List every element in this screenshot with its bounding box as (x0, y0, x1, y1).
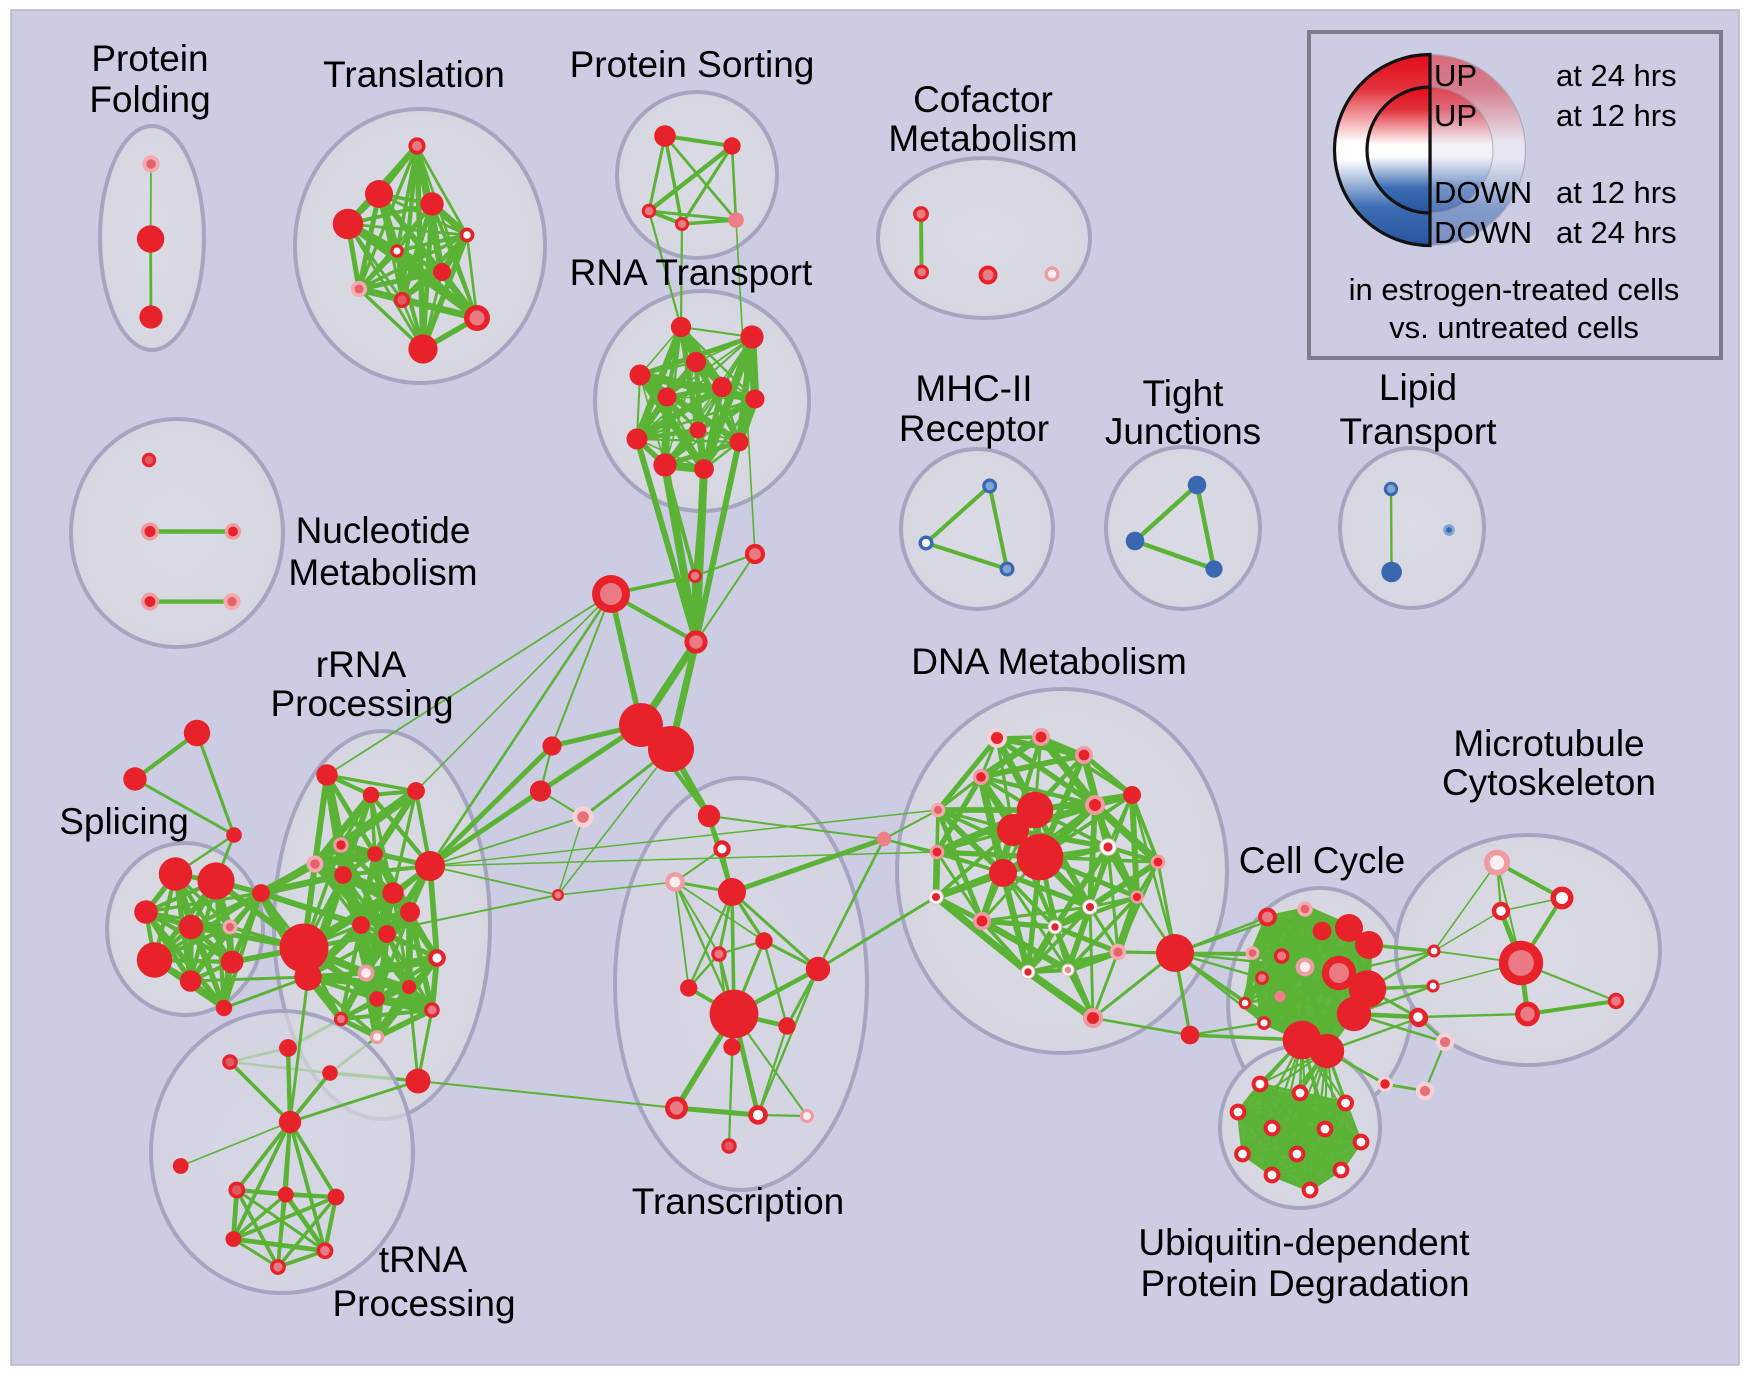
svg-text:Processing: Processing (270, 683, 453, 724)
svg-text:Protein Degradation: Protein Degradation (1140, 1263, 1469, 1304)
svg-text:Splicing: Splicing (59, 801, 189, 842)
svg-text:UP: UP (1434, 98, 1477, 133)
svg-text:MHC-II: MHC-II (915, 368, 1032, 409)
svg-text:RNA Transport: RNA Transport (570, 252, 813, 293)
svg-text:Translation: Translation (323, 54, 505, 95)
svg-text:Lipid: Lipid (1379, 367, 1457, 408)
svg-text:Protein: Protein (91, 38, 208, 79)
svg-text:DOWN: DOWN (1434, 175, 1532, 210)
svg-text:Microtubule: Microtubule (1453, 723, 1644, 764)
svg-text:at 12 hrs: at 12 hrs (1556, 175, 1677, 210)
svg-text:rRNA: rRNA (316, 644, 407, 685)
svg-text:Ubiquitin-dependent: Ubiquitin-dependent (1138, 1222, 1470, 1263)
svg-text:Cytoskeleton: Cytoskeleton (1442, 762, 1656, 803)
svg-text:Transport: Transport (1340, 411, 1498, 452)
svg-text:at 24 hrs: at 24 hrs (1556, 58, 1677, 93)
svg-text:Protein Sorting: Protein Sorting (570, 44, 815, 85)
svg-text:Junctions: Junctions (1105, 411, 1261, 452)
svg-text:vs. untreated cells: vs. untreated cells (1389, 310, 1639, 345)
svg-text:Nucleotide: Nucleotide (296, 510, 471, 551)
svg-text:Folding: Folding (89, 79, 210, 120)
svg-text:Cell Cycle: Cell Cycle (1239, 840, 1406, 881)
svg-text:tRNA: tRNA (379, 1239, 468, 1280)
svg-text:Metabolism: Metabolism (888, 118, 1077, 159)
svg-text:at 12 hrs: at 12 hrs (1556, 98, 1677, 133)
svg-text:Receptor: Receptor (899, 408, 1049, 449)
svg-text:Processing: Processing (332, 1283, 515, 1324)
svg-text:Metabolism: Metabolism (288, 552, 477, 593)
svg-text:UP: UP (1434, 58, 1477, 93)
svg-text:Tight: Tight (1143, 373, 1225, 414)
svg-text:Cofactor: Cofactor (913, 79, 1053, 120)
svg-text:in estrogen-treated cells: in estrogen-treated cells (1349, 272, 1680, 307)
svg-text:DNA Metabolism: DNA Metabolism (911, 641, 1187, 682)
svg-text:Transcription: Transcription (632, 1181, 844, 1222)
svg-text:DOWN: DOWN (1434, 215, 1532, 250)
svg-text:at 24 hrs: at 24 hrs (1556, 215, 1677, 250)
